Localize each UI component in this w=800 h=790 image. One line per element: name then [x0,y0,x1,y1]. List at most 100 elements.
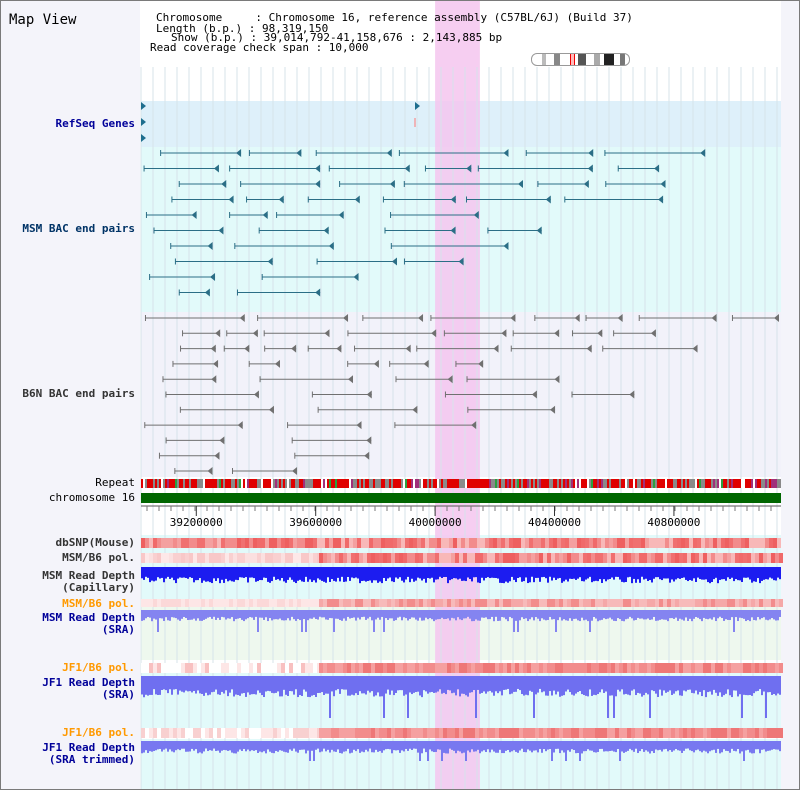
repeat-element [227,479,229,488]
jf1-trimmed-depth-bar [549,741,551,749]
msm-capillary-depth-bar [225,567,227,579]
repeat-element [735,479,737,488]
repeat-element [241,479,243,488]
repeat-element [771,479,773,488]
jf1-pol-trimmed-cell [363,728,367,738]
jf1-pol-trimmed-cell [141,728,145,738]
repeat-element [653,479,655,488]
dbsnp-density-cell [585,538,589,548]
jf1-sra-depth-bar [215,676,217,690]
repeat-element [457,479,459,488]
jf1-trimmed-depth-bar [191,741,193,749]
repeat-element [591,479,593,488]
msm-sra-depth-bar [265,610,267,618]
msm-b6-pol-label[interactable]: MSM/B6 pol. [62,551,135,564]
jf1-depth-sra-label[interactable]: JF1 Read Depth [42,676,135,689]
jf1-trimmed-depth-bar [779,741,781,752]
msm-sra-depth-bar [487,610,489,620]
repeat-element [587,479,589,488]
msm-capillary-depth-bar [167,567,169,577]
refseq-genes-label[interactable]: RefSeq Genes [55,117,135,130]
jf1-trimmed-depth-bar [305,741,307,754]
chromosome-ideogram[interactable] [531,53,630,66]
jf1-pol-cell [607,663,611,673]
msm-pol-cell [221,553,225,563]
msm-sra-depth-bar [197,610,199,619]
jf1-trimmed-depth-bar [279,741,281,751]
jf1-trimmed-depth-bar [395,741,397,751]
jf1-trimmed-depth-bar [423,741,425,749]
jf1-depth-trimmed-label[interactable]: JF1 Read Depth [42,741,135,754]
jf1-trimmed-depth-bar [565,741,567,761]
jf1-pol-cell [145,663,149,673]
jf1-trimmed-depth-bar [685,741,687,749]
jf1-pol-trimmed-cell [679,728,683,738]
jf1-pol-cell [511,663,515,673]
repeat-element [541,479,543,488]
msm-bac-pair-end [404,164,410,173]
msm-capillary-depth-bar [439,567,441,577]
jf1-b6-pol-trimmed-label[interactable]: JF1/B6 pol. [62,726,135,739]
msm-sra-depth-bar [253,610,255,620]
b6n-bac-label[interactable]: B6N BAC end pairs [22,387,135,400]
msm-pol-sra-cell [711,599,715,607]
msm-b6-pol-sra-label[interactable]: MSM/B6 pol. [62,597,135,610]
msm-pol-sra-cell [699,599,703,607]
msm-sra-depth-bar [437,610,439,620]
msm-sra-depth-bar [359,610,361,620]
msm-depth-sra-label[interactable]: MSM Read Depth [42,611,135,624]
msm-capillary-depth-bar [141,567,143,579]
msm-pol-cell [423,553,427,563]
jf1-trimmed-depth-bar [555,741,557,749]
jf1-sra-depth-bar [305,676,307,692]
jf1-b6-pol-label[interactable]: JF1/B6 pol. [62,661,135,674]
jf1-pol-cell [253,663,257,673]
jf1-trimmed-depth-bar [439,741,441,750]
msm-sra-depth-bar [663,610,665,620]
msm-sra-depth-bar [399,610,401,617]
jf1-trimmed-depth-bar [639,741,641,752]
msm-bac-pair-end [587,164,593,173]
msm-bac-label[interactable]: MSM BAC end pairs [22,222,135,235]
jf1-sra-depth-bar [493,676,495,696]
jf1-sra-depth-bar [405,676,407,695]
jf1-sra-depth-bar [217,676,219,695]
msm-pol-sra-cell [391,599,395,607]
jf1-pol-trimmed-cell [343,728,347,738]
jf1-trimmed-depth-bar [413,741,415,749]
msm-sra-depth-bar [543,610,545,620]
jf1-sra-depth-bar [157,676,159,695]
msm-sra-depth-bar [433,610,435,622]
jf1-sra-depth-bar [453,676,455,693]
repeat-element [469,479,471,488]
msm-depth-capillary-label[interactable]: MSM Read Depth [42,569,135,582]
repeat-element [755,479,757,488]
jf1-sra-depth-bar [281,676,283,697]
jf1-pol-trimmed-cell [507,728,511,738]
repeat-element [223,479,225,488]
dbsnp-density-cell [617,538,621,548]
jf1-pol-cell [201,663,205,673]
msm-sra-depth-bar [547,610,549,620]
dbsnp-label[interactable]: dbSNP(Mouse) [55,536,135,549]
jf1-trimmed-depth-bar [331,741,333,750]
msm-capillary-depth-bar [397,567,399,579]
jf1-trimmed-depth-bar [251,741,253,751]
msm-capillary-depth-bar [531,567,533,577]
msm-pol-sra-cell [687,599,691,607]
jf1-pol-cell [213,663,217,673]
jf1-trimmed-depth-bar [681,741,683,753]
jf1-sra-depth-bar [685,676,687,692]
jf1-sra-depth-bar [771,676,773,695]
msm-pol-cell [305,553,309,563]
msm-bac-pair-end [221,180,227,188]
repeat-element [555,479,557,488]
repeat-element [603,479,605,488]
msm-sra-depth-bar [423,610,425,621]
jf1-pol-trimmed-cell [419,728,423,738]
jf1-sra-depth-bar [585,676,587,696]
msm-capillary-depth-bar [777,567,779,578]
msm-sra-depth-bar [177,610,179,620]
jf1-pol-trimmed-cell [555,728,559,738]
